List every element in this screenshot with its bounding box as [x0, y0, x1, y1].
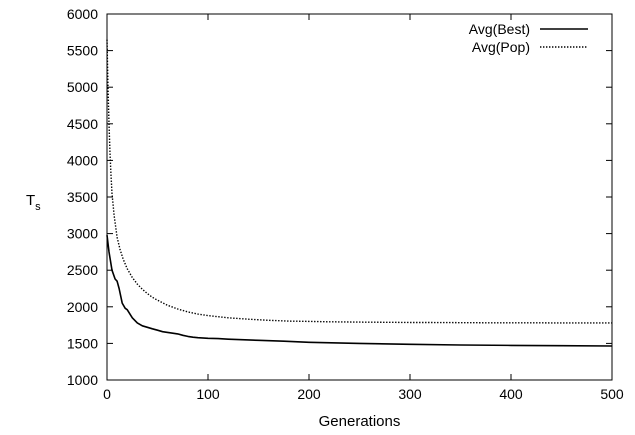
series-line-avg-best — [106, 235, 613, 347]
y-tick-label: 1500 — [67, 335, 98, 351]
x-tick-label: 200 — [297, 386, 321, 402]
y-tick-label: 2000 — [67, 299, 98, 315]
x-tick-label: 500 — [600, 386, 624, 402]
y-axis-title-main: T — [26, 192, 35, 209]
x-axis-title: Generations — [319, 413, 401, 430]
x-tick-label: 400 — [499, 386, 523, 402]
legend-label: Avg(Pop) — [472, 39, 530, 55]
plot-frame — [106, 13, 613, 381]
legend-label: Avg(Best) — [469, 21, 530, 37]
y-tick-label: 4500 — [67, 116, 98, 132]
y-tick-label: 5000 — [67, 79, 98, 95]
y-tick-label: 6000 — [67, 6, 98, 22]
x-tick-label: 100 — [196, 386, 220, 402]
y-tick-label: 3000 — [67, 226, 98, 242]
y-tick-label: 4000 — [67, 152, 98, 168]
series-line-avg-pop — [106, 39, 612, 324]
y-tick-label: 5500 — [67, 43, 98, 59]
x-tick-label: 300 — [398, 386, 422, 402]
y-tick-label: 2500 — [67, 262, 98, 278]
y-tick-label: 3500 — [67, 189, 98, 205]
y-tick-label: 1000 — [67, 372, 98, 388]
y-axis-title-subscript: s — [35, 201, 41, 213]
x-tick-label: 0 — [103, 386, 111, 402]
y-axis-title: Ts — [26, 192, 41, 213]
